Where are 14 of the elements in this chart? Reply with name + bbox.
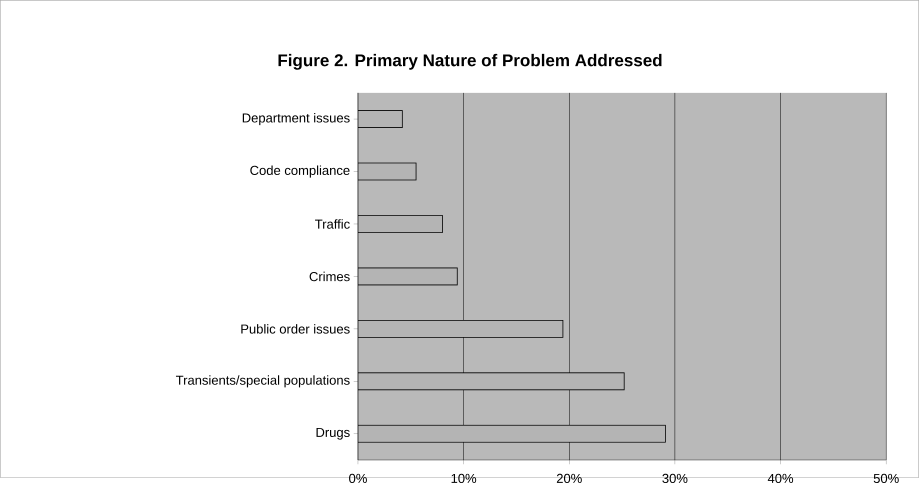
y-tick-label: Traffic — [315, 219, 350, 229]
chart-title: Figure 2. Primary Nature of Problem Addressed — [278, 54, 662, 70]
y-tick-label: Code compliance — [250, 165, 350, 178]
y-tick-label: Department issues — [242, 112, 350, 125]
y-tick-label: Transients/special populations — [176, 375, 350, 388]
x-tick-label: 0% — [349, 474, 367, 483]
x-tick-label: 40% — [768, 474, 794, 483]
x-tick-label: 50% — [874, 474, 899, 483]
x-tick-label: 30% — [662, 474, 688, 483]
y-tick-label: Drugs — [316, 428, 350, 440]
y-tick-label: Crimes — [310, 271, 350, 282]
y-tick-label: Public order issues — [241, 324, 350, 334]
x-tick-label: 10% — [452, 474, 476, 483]
x-tick-label: 20% — [556, 474, 582, 483]
